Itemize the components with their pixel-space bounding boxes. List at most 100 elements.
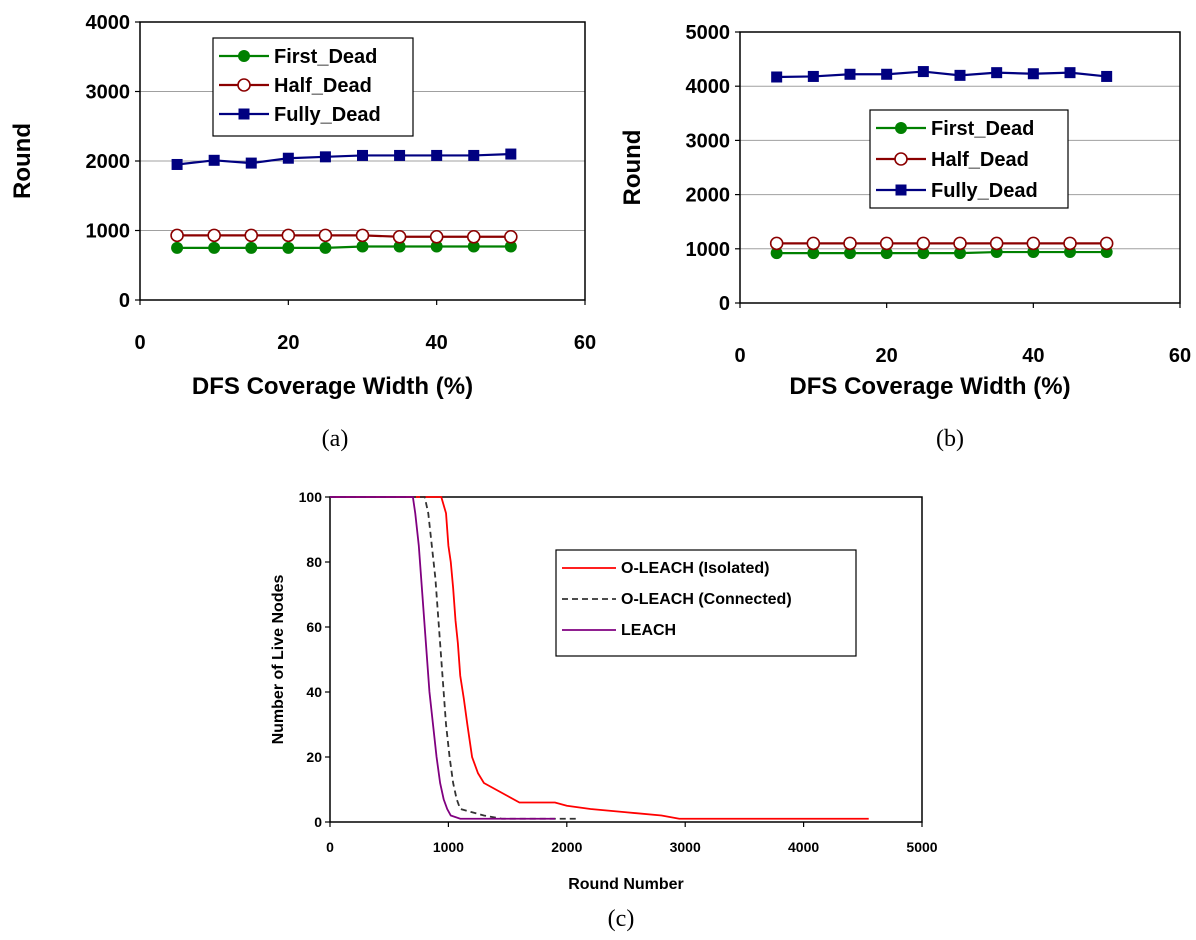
data-point: [392, 229, 407, 244]
y-tick-label: 4000: [686, 76, 731, 98]
y-tick-label: 4000: [86, 12, 131, 34]
data-point: [771, 71, 783, 83]
data-point: [807, 70, 819, 82]
x-axis-title: DFS Coverage Width (%): [192, 373, 473, 400]
data-point: [394, 149, 406, 161]
data-point: [245, 157, 257, 169]
data-point: [917, 66, 929, 78]
data-point: [282, 152, 294, 164]
data-point: [844, 247, 856, 260]
series-line: [776, 70, 1107, 79]
data-point: [245, 241, 258, 254]
data-point: [1101, 70, 1113, 82]
data-point: [466, 229, 481, 244]
x-tick-label: 0: [734, 345, 745, 367]
data-point: [807, 247, 820, 260]
x-tick-label: 2000: [551, 839, 582, 855]
x-tick-label: 20: [876, 345, 898, 367]
y-tick-label: 5000: [686, 22, 731, 44]
y-axis-title: Round: [9, 123, 36, 199]
legend-marker: [894, 152, 908, 166]
data-point: [467, 240, 480, 253]
legend-label: First_Dead: [274, 46, 377, 68]
y-tick-label: 2000: [86, 151, 131, 173]
legend-label: First_Dead: [931, 118, 1034, 140]
x-tick-label: 5000: [906, 839, 937, 855]
y-tick-label: 1000: [86, 221, 131, 243]
data-point: [806, 236, 821, 251]
data-point: [319, 151, 331, 163]
legend-marker: [238, 108, 250, 120]
legend-marker: [237, 78, 251, 92]
y-tick-label: 100: [299, 489, 323, 505]
series-line: [177, 234, 511, 238]
series-o-leach-connected-: [330, 496, 579, 820]
data-point: [1026, 236, 1041, 251]
figure-caption: (a): [322, 426, 349, 452]
y-tick-label: 3000: [686, 130, 731, 152]
x-tick-label: 60: [574, 332, 596, 354]
x-tick-label: 40: [426, 332, 448, 354]
data-point: [208, 241, 221, 254]
data-point: [504, 229, 518, 244]
legend-marker: [895, 184, 907, 196]
plot-frame: [329, 496, 923, 823]
x-tick-label: 40: [1022, 345, 1044, 367]
data-point: [430, 240, 443, 253]
data-point: [171, 241, 184, 254]
data-point: [355, 228, 370, 243]
data-point: [1063, 236, 1077, 251]
data-point: [954, 69, 966, 81]
series-line: [330, 496, 555, 820]
y-tick-label: 80: [306, 554, 322, 570]
legend: First_Dead Half_Dead Fully_Dead: [212, 37, 414, 137]
legend-label: Fully_Dead: [274, 104, 381, 126]
y-tick-label: 3000: [86, 82, 131, 104]
data-point: [170, 228, 184, 243]
data-point: [356, 240, 369, 253]
series-leach: [330, 496, 555, 820]
series-first-dead: [171, 240, 517, 254]
legend-label: O-LEACH (Isolated): [621, 560, 769, 577]
data-point: [843, 236, 857, 251]
data-point: [991, 67, 1003, 79]
data-point: [769, 236, 784, 251]
figure-caption: (b): [936, 426, 964, 452]
x-axis-title: DFS Coverage Width (%): [789, 373, 1070, 400]
x-tick-label: 0: [326, 839, 334, 855]
legend-label: LEACH: [621, 622, 676, 639]
x-tick-label: 60: [1169, 345, 1191, 367]
series-line: [176, 152, 511, 166]
series-half-dead: [769, 236, 1114, 251]
chart-b: 0 20 40 60 0 1000 2000 3000 4000 5000 DFS Coverage…: [619, 22, 1191, 452]
y-tick-label: 2000: [686, 185, 731, 207]
x-tick-label: 4000: [788, 839, 819, 855]
data-point: [1064, 67, 1076, 79]
data-point: [1027, 68, 1039, 80]
legend-label: Half_Dead: [931, 149, 1029, 171]
data-point: [954, 247, 966, 260]
series-line: [177, 245, 511, 249]
data-point: [208, 154, 220, 166]
data-point: [431, 149, 443, 161]
legend: O-LEACH (Isolated) O-LEACH (Connected) LEA…: [555, 549, 857, 657]
data-point: [319, 241, 332, 254]
data-point: [504, 240, 517, 253]
series-half-dead: [170, 228, 518, 244]
series-fully-dead: [771, 66, 1113, 83]
legend-marker: [895, 122, 907, 134]
series-line: [776, 250, 1107, 255]
y-tick-label: 60: [306, 619, 322, 635]
chart-a: 0 20 40 60 0 1000 2000 3000 4000 DFS Coverage Wid…: [9, 12, 596, 452]
data-point: [879, 236, 894, 251]
x-tick-label: 3000: [670, 839, 701, 855]
y-tick-label: 20: [306, 749, 322, 765]
chart-c: 0 1000 2000 3000 4000 5000 0 20 40 60 80 100 Round N…: [270, 489, 938, 932]
x-tick-label: 0: [134, 332, 145, 354]
data-point: [880, 247, 893, 260]
data-point: [281, 228, 296, 243]
legend: First_Dead Half_Dead Fully_Dead: [869, 109, 1069, 209]
y-axis-title: Number of Live Nodes: [270, 575, 287, 745]
data-point: [318, 228, 333, 243]
